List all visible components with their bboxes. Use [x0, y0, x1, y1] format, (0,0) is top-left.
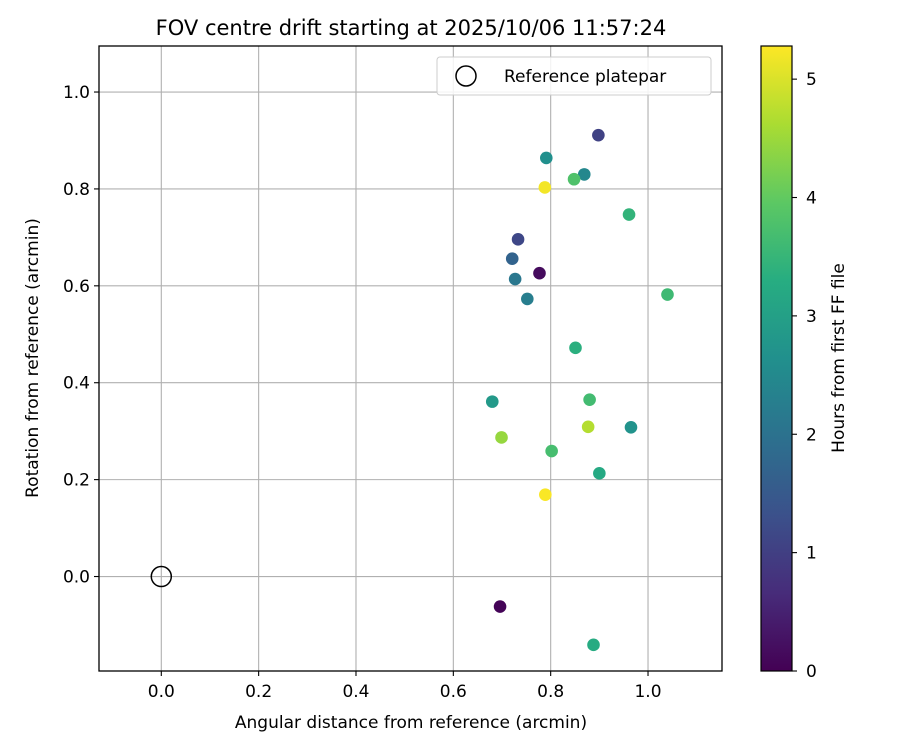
- colorbar-tick-label: 4: [806, 189, 817, 209]
- scatter-point: [538, 181, 552, 194]
- data-points: [485, 128, 674, 652]
- scatter-point: [545, 444, 558, 458]
- x-tick-label: 0.2: [245, 682, 272, 702]
- y-axis-ticks: 0.0 0.2 0.4 0.6 0.8 1.0: [63, 83, 99, 588]
- y-tick-label: 0.4: [63, 374, 90, 394]
- reference-platepar-marker: [150, 565, 173, 588]
- colorbar-label: Hours from first FF file: [829, 263, 849, 453]
- x-axis-label: Angular distance from reference (arcmin): [235, 713, 587, 733]
- y-tick-label: 0.6: [63, 277, 90, 297]
- scatter-point: [508, 272, 522, 286]
- scatter-point: [511, 233, 525, 246]
- scatter-point: [577, 168, 591, 181]
- x-tick-label: 0.6: [440, 682, 467, 702]
- plot-area-frame: [98, 45, 723, 672]
- scatter-point: [567, 172, 581, 186]
- scatter-point: [493, 600, 507, 613]
- scatter-point: [539, 151, 553, 165]
- x-tick-label: 1.0: [634, 682, 661, 702]
- legend: Reference platepar: [436, 56, 712, 96]
- scatter-point: [592, 128, 605, 142]
- scatter-point: [587, 638, 600, 652]
- scatter-point: [661, 288, 674, 301]
- reference-layer: [150, 565, 173, 588]
- x-tick-label: 0.4: [342, 682, 369, 702]
- scatter-point: [569, 341, 582, 355]
- colorbar-tick-label: 1: [806, 544, 817, 564]
- y-tick-label: 0.0: [63, 568, 90, 588]
- y-tick-label: 0.8: [63, 180, 90, 200]
- scatter-point: [521, 292, 534, 306]
- legend-marker-reference: [455, 65, 477, 87]
- grid: [99, 46, 722, 671]
- legend-label-reference: Reference platepar: [504, 67, 666, 87]
- x-tick-label: 0.8: [537, 682, 564, 702]
- colorbar-tick-label: 5: [806, 70, 817, 90]
- y-tick-label: 0.2: [63, 471, 90, 491]
- scatter-point: [593, 467, 606, 480]
- scatter-point: [622, 208, 636, 221]
- colorbar-ticks: 0 1 2 3 4 5: [792, 70, 817, 682]
- y-tick-label: 1.0: [63, 83, 90, 103]
- scatter-point: [505, 252, 519, 265]
- colorbar-tick-label: 2: [806, 425, 817, 445]
- scatter-point: [533, 266, 546, 280]
- scatter-point: [485, 395, 499, 408]
- scatter-point: [495, 431, 508, 444]
- colorbar-tick-label: 3: [806, 307, 817, 327]
- chart-title: FOV centre drift starting at 2025/10/06 …: [156, 16, 667, 40]
- y-axis-label: Rotation from reference (arcmin): [23, 218, 43, 498]
- colorbar-gradient: [760, 45, 793, 672]
- legend-box: [436, 56, 712, 96]
- scatter-point: [583, 393, 596, 406]
- scatter-point: [624, 420, 638, 434]
- colorbar: 0 1 2 3 4 5 Hours from first FF file: [760, 45, 849, 682]
- scatter-point: [539, 488, 552, 501]
- scatter-point: [581, 420, 595, 434]
- x-tick-label: 0.0: [148, 682, 175, 702]
- colorbar-tick-label: 0: [806, 662, 817, 682]
- x-axis-ticks: 0.0 0.2 0.4 0.6 0.8 1.0: [148, 671, 662, 702]
